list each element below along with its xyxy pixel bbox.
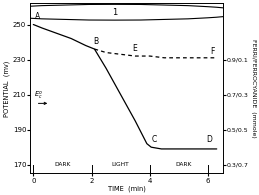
- Text: DARK: DARK: [54, 162, 71, 167]
- Text: C: C: [152, 135, 157, 144]
- Y-axis label: POTENTIAL  (mv): POTENTIAL (mv): [3, 60, 10, 117]
- Text: $E^o_c$: $E^o_c$: [34, 90, 44, 102]
- Text: A: A: [35, 12, 40, 21]
- Text: DARK: DARK: [175, 162, 191, 167]
- Y-axis label: FERRI/FERROCYANIDE  (mmole): FERRI/FERROCYANIDE (mmole): [250, 39, 256, 138]
- Text: D: D: [206, 135, 212, 144]
- Text: LIGHT: LIGHT: [112, 162, 130, 167]
- Text: F: F: [210, 47, 215, 56]
- Text: E: E: [132, 43, 137, 52]
- X-axis label: TIME  (min): TIME (min): [107, 185, 145, 191]
- Text: 1: 1: [112, 8, 118, 17]
- Text: B: B: [93, 36, 99, 46]
